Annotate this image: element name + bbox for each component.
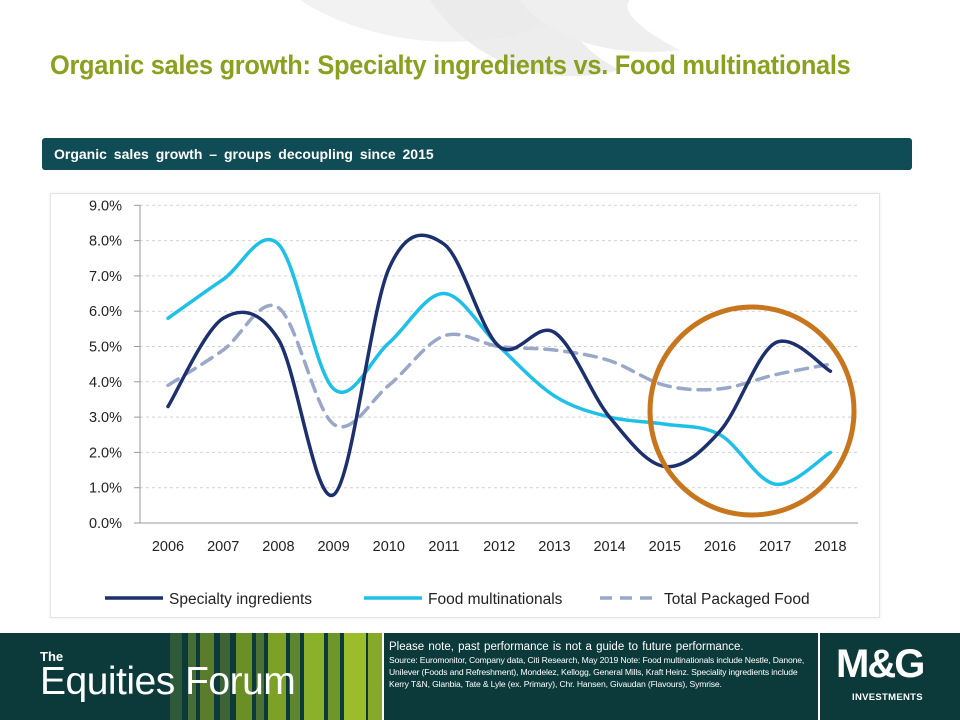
x-tick-label: 2013 [538, 539, 570, 555]
x-tick-label: 2008 [262, 539, 294, 555]
footer [0, 633, 960, 720]
legend-label: Total Packaged Food [664, 591, 810, 608]
logo-mark: M&G [836, 642, 925, 686]
y-tick-label: 9.0% [89, 198, 122, 214]
chart-banner-text: Organic sales growth – groups decoupling… [54, 146, 434, 162]
y-axis-ticks: 0.0% 1.0% 2.0% 3.0% 4.0% 5.0% 6.0% 7.0% 8.0% 9.0% [89, 198, 140, 532]
y-tick-label: 0.0% [89, 516, 122, 532]
chart-banner: Organic sales growth – groups decoupling… [42, 138, 912, 170]
legend-label: Food multinationals [428, 591, 563, 608]
mg-logo: M&G INVESTMENTS [830, 642, 950, 712]
x-tick-label: 2006 [152, 539, 184, 555]
x-tick-label: 2018 [814, 539, 846, 555]
series-line [166, 237, 833, 486]
y-tick-label: 4.0% [89, 375, 122, 391]
disclaimer-text: Please note, past performance is not a g… [389, 641, 744, 653]
x-tick-label: 2012 [483, 539, 515, 555]
y-tick-label: 7.0% [89, 269, 122, 285]
series-line [166, 303, 833, 429]
chart-grid [139, 204, 858, 524]
x-tick-label: 2014 [593, 539, 625, 555]
chart-legend: Specialty ingredients Food multinationals… [105, 591, 810, 608]
source-note: Source: Euromonitor, Company data, Citi … [389, 655, 805, 689]
x-tick-label: 2017 [759, 539, 791, 555]
y-tick-label: 1.0% [89, 481, 122, 497]
brand-title: Equities Forum [40, 660, 296, 703]
y-tick-label: 6.0% [89, 304, 122, 320]
x-tick-label: 2016 [704, 539, 736, 555]
chart-series [166, 233, 833, 497]
footer-stripes [0, 633, 382, 720]
x-tick-label: 2007 [207, 539, 239, 555]
series-line [166, 233, 833, 497]
footer-disclaimer: Please note, past performance is not a g… [389, 640, 814, 690]
y-tick-label: 2.0% [89, 445, 122, 461]
slide-title: Organic sales growth: Specialty ingredie… [50, 50, 851, 80]
logo-subtext: INVESTMENTS [852, 692, 923, 703]
y-tick-label: 3.0% [89, 410, 122, 426]
brand-small-text: The [40, 649, 64, 664]
footer-divider-left [382, 633, 384, 720]
x-tick-label: 2010 [373, 539, 405, 555]
highlight-circle [647, 304, 857, 518]
x-axis-ticks: 2006 2007 2008 2009 2010 2011 2012 2013 2014 2015… [152, 539, 847, 555]
footer-divider-right [818, 633, 820, 720]
line-chart: 0.0% 1.0% 2.0% 3.0% 4.0% 5.0% 6.0% 7.0% 8.0% 9.0%… [89, 198, 858, 608]
background-swirl [300, 0, 680, 77]
y-tick-label: 8.0% [89, 234, 122, 250]
legend-label: Specialty ingredients [169, 591, 312, 608]
y-tick-label: 5.0% [89, 340, 122, 356]
x-tick-label: 2011 [428, 539, 459, 555]
x-tick-label: 2009 [317, 539, 349, 555]
x-tick-label: 2015 [649, 539, 681, 555]
chart-container [50, 193, 880, 618]
